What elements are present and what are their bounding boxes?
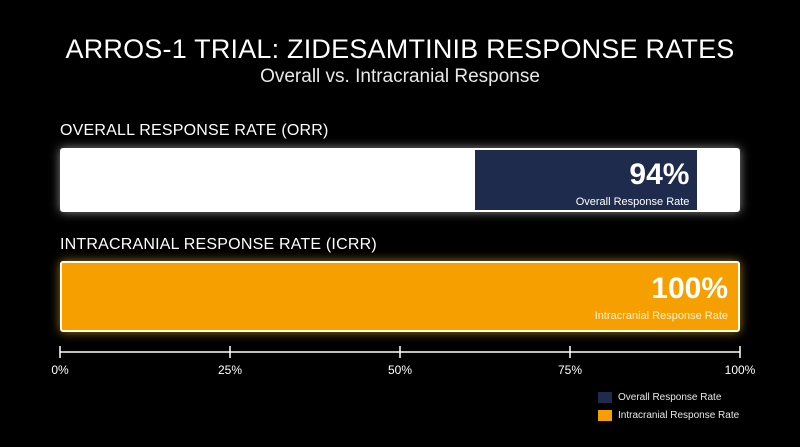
x-axis-tick-label: 0% xyxy=(51,363,69,377)
icrr-value-label: 100% xyxy=(651,272,728,305)
x-axis-tick-label: 100% xyxy=(724,363,756,377)
orr-value-label: 94% xyxy=(629,158,690,191)
legend-label-icrr: Intracranial Response Rate xyxy=(618,410,740,422)
legend-item-orr: Overall Response Rate xyxy=(598,392,721,403)
orr-value-block: 94% Overall Response Rate xyxy=(475,150,690,210)
legend-swatch-orr xyxy=(598,392,612,403)
icrr-value-caption: Intracranial Response Rate xyxy=(594,310,728,322)
chart-title: ARROS-1 TRIAL: ZIDESAMTINIB RESPONSE RAT… xyxy=(65,34,735,64)
x-axis-tick-label: 50% xyxy=(387,363,413,377)
icrr-value-block: 100% Intracranial Response Rate xyxy=(62,263,728,330)
legend-swatch-icrr xyxy=(598,410,612,421)
legend-label-orr: Overall Response Rate xyxy=(618,392,722,404)
orr-bar-label: OVERALL RESPONSE RATE (ORR) xyxy=(60,122,329,139)
orr-value-caption: Overall Response Rate xyxy=(575,196,690,208)
x-axis-tick-label: 75% xyxy=(557,363,583,377)
icrr-bar-label: INTRACRANIAL RESPONSE RATE (ICRR) xyxy=(60,236,377,253)
legend-item-icrr: Intracranial Response Rate xyxy=(598,410,739,421)
orr-bar-fill xyxy=(475,150,698,210)
orr-bar-track: 94% Overall Response Rate xyxy=(60,148,740,212)
icrr-bar-fill xyxy=(62,263,738,330)
x-axis-tick-label: 25% xyxy=(217,363,243,377)
chart-subtitle: Overall vs. Intracranial Response xyxy=(260,66,540,87)
icrr-bar-track: 100% Intracranial Response Rate xyxy=(60,261,740,332)
